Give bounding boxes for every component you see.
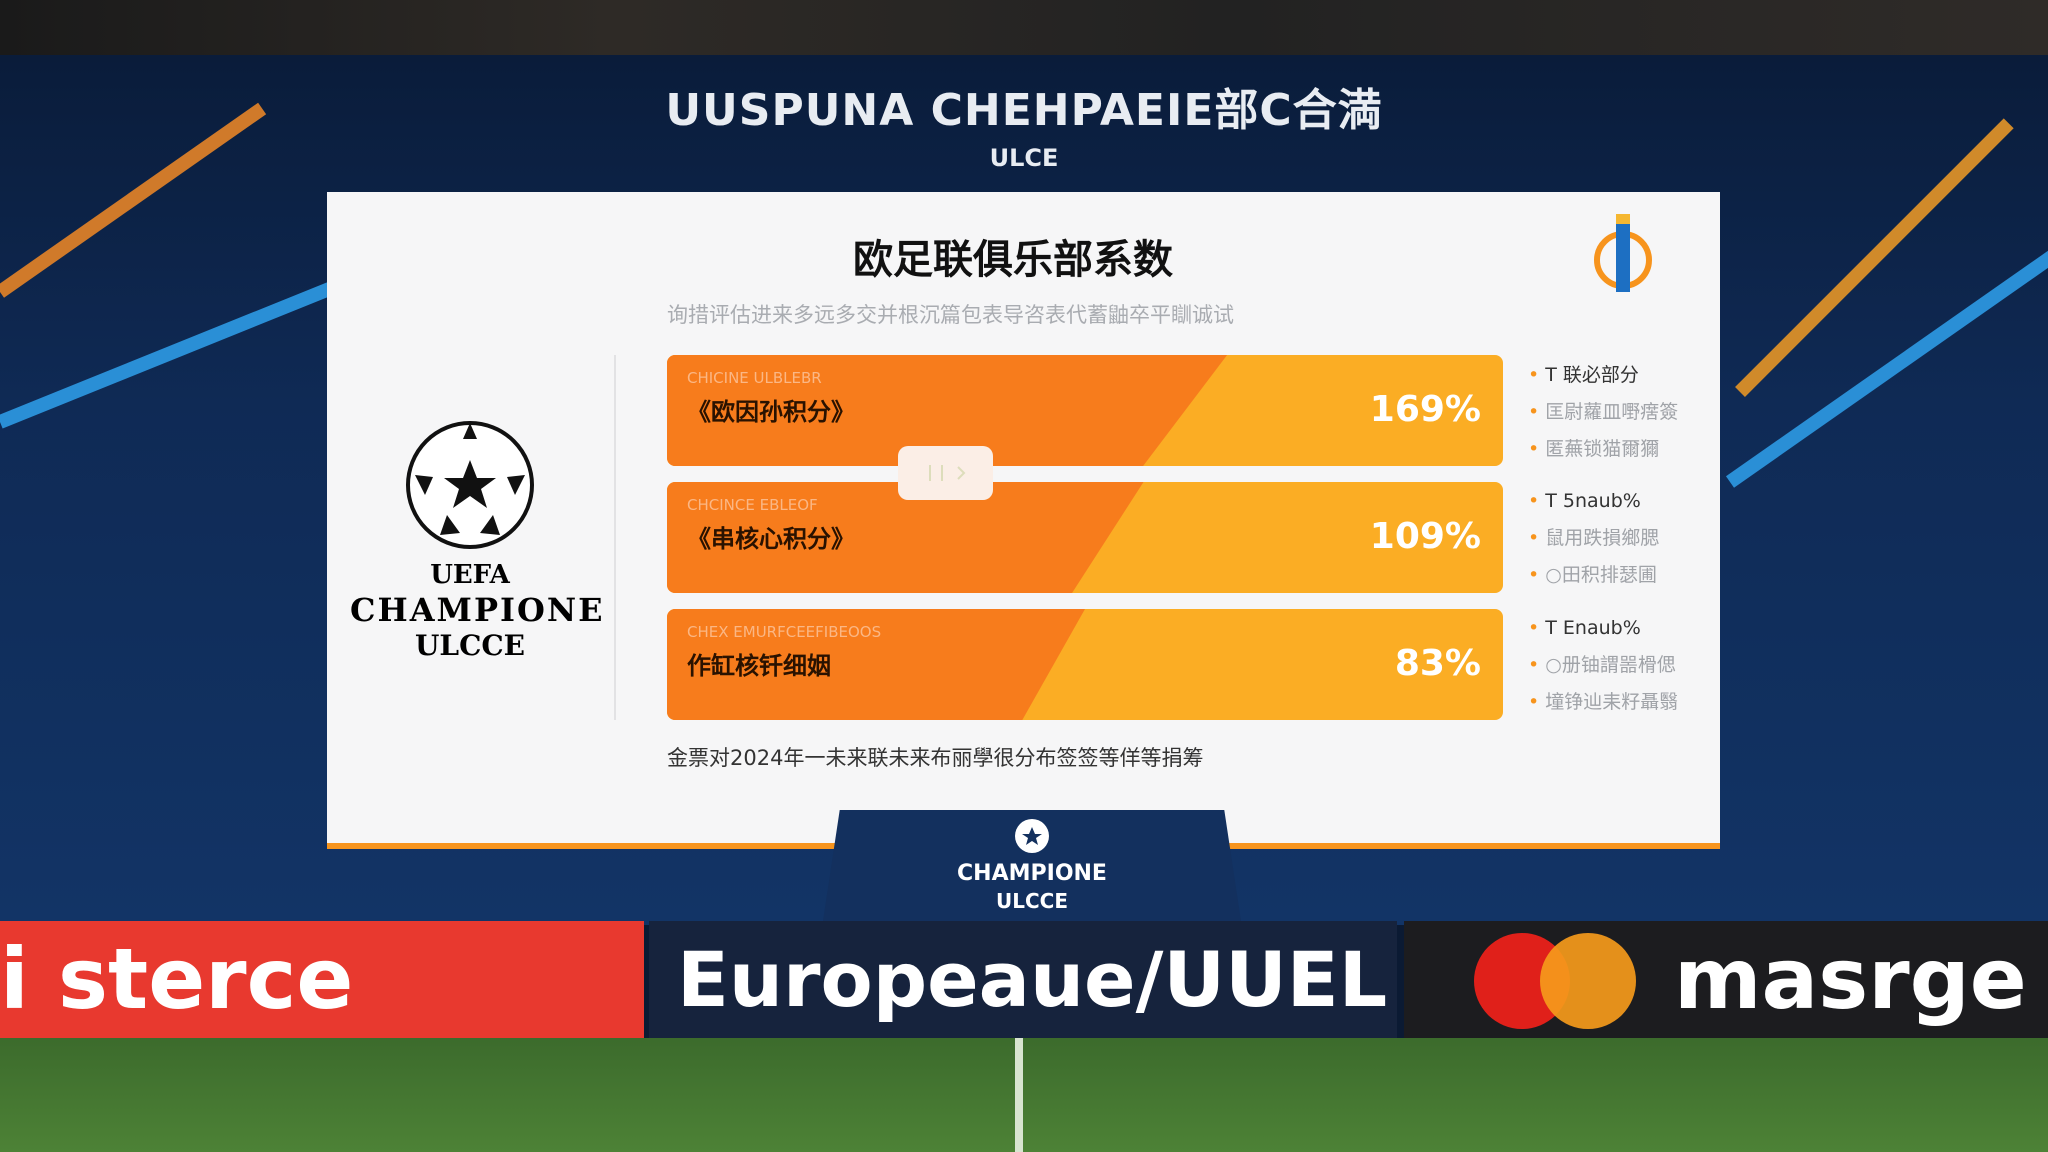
list-item: 鼠用跌損鄉腮 bbox=[1528, 520, 1659, 557]
bar-label: 《串核心积分》 bbox=[687, 525, 855, 553]
list-item: 墥铮辿耒籽聶翳 bbox=[1528, 684, 1678, 721]
list-item: T 5naub% bbox=[1528, 483, 1659, 520]
bar-caption: CHCINCE EBLEOF bbox=[687, 496, 818, 514]
ad-board-red: i sterce bbox=[0, 921, 644, 1038]
screen-title: 欧足联俱乐部系数 bbox=[853, 237, 1173, 283]
side-list: T 联必部分 匡尉蘿皿嘢瘔簽 匿蕪锁猫爾獮 bbox=[1528, 357, 1678, 468]
ad-text: i sterce bbox=[0, 930, 354, 1028]
bar-label: 作缸核钎细姻 bbox=[687, 652, 831, 680]
header-title: UUSPUNA CHEHPAEIE部C合満 bbox=[665, 85, 1383, 136]
bar-value: 83% bbox=[1394, 643, 1481, 684]
bar-caption: CHICINE ULBLEBR bbox=[687, 369, 822, 387]
list-item: T 联必部分 bbox=[1528, 357, 1678, 394]
mastercard-logo-icon bbox=[1474, 933, 1636, 1029]
champions-logo: UEFA CHAMPIONE ULCCE bbox=[350, 415, 605, 663]
center-line bbox=[1015, 1038, 1023, 1152]
ad-board-uel: Europeaue/UUEL bbox=[649, 921, 1397, 1038]
list-item: ○册铀謂噐榾偲 bbox=[1528, 647, 1678, 684]
list-item: 匡尉蘿皿嘢瘔簽 bbox=[1528, 394, 1678, 431]
side-list: T 5naub% 鼠用跌損鄉腮 ○田积排瑟圃 bbox=[1528, 483, 1659, 594]
divider bbox=[614, 355, 616, 720]
side-list: T Enaub% ○册铀謂噐榾偲 墥铮辿耒籽聶翳 bbox=[1528, 610, 1678, 721]
bar-fill bbox=[667, 609, 1085, 720]
ad-text: masrge bbox=[1674, 930, 2027, 1028]
slider-grip-icon bbox=[928, 465, 965, 481]
starball-icon bbox=[406, 421, 534, 549]
bar-fill bbox=[667, 482, 1144, 593]
list-item: 匿蕪锁猫爾獮 bbox=[1528, 431, 1678, 468]
podium-line1: CHAMPIONE bbox=[957, 861, 1107, 886]
screen-subtitle: 询措评估进来多远多交并根沉篇包表导咨表代蓄鼬卒平瞓诚试 bbox=[667, 303, 1234, 327]
ad-board-mastercard: masrge bbox=[1404, 921, 2048, 1038]
stadium-crowd bbox=[0, 0, 2048, 60]
bar-label: 《欧因孙积分》 bbox=[687, 398, 855, 426]
logo-line2: ULCCE bbox=[414, 629, 526, 662]
podium-sign: CHAMPIONE ULCCE bbox=[823, 810, 1241, 921]
header-subtitle: ULCE bbox=[989, 144, 1059, 172]
slider-handle[interactable] bbox=[898, 446, 993, 500]
pitch bbox=[0, 1038, 2048, 1152]
screen-footer: 金票对2024年一未来联未来布丽學很分布签签等佯等捐筹 bbox=[667, 746, 1204, 770]
logo-line1: CHAMPIONE bbox=[350, 591, 605, 629]
uefa-arc: UEFA bbox=[430, 560, 510, 590]
bar-value: 169% bbox=[1369, 389, 1481, 430]
starball-icon bbox=[1015, 819, 1049, 853]
coefficient-bar: CHICINE ULBLEBR 《欧因孙积分》 169% bbox=[667, 355, 1503, 466]
coefficient-bar: CHCINCE EBLEOF 《串核心积分》 109% bbox=[667, 482, 1503, 593]
list-item: T Enaub% bbox=[1528, 610, 1678, 647]
bar-caption: CHEX EMURFCEEFIBEOOS bbox=[687, 623, 882, 641]
ad-text: Europeaue/UUEL bbox=[677, 935, 1388, 1024]
list-item: ○田积排瑟圃 bbox=[1528, 557, 1659, 594]
club-crest-icon bbox=[1594, 214, 1652, 292]
coefficient-bar: CHEX EMURFCEEFIBEOOS 作缸核钎细姻 83% bbox=[667, 609, 1503, 720]
bar-value: 109% bbox=[1369, 516, 1481, 557]
podium-line2: ULCCE bbox=[995, 889, 1068, 913]
